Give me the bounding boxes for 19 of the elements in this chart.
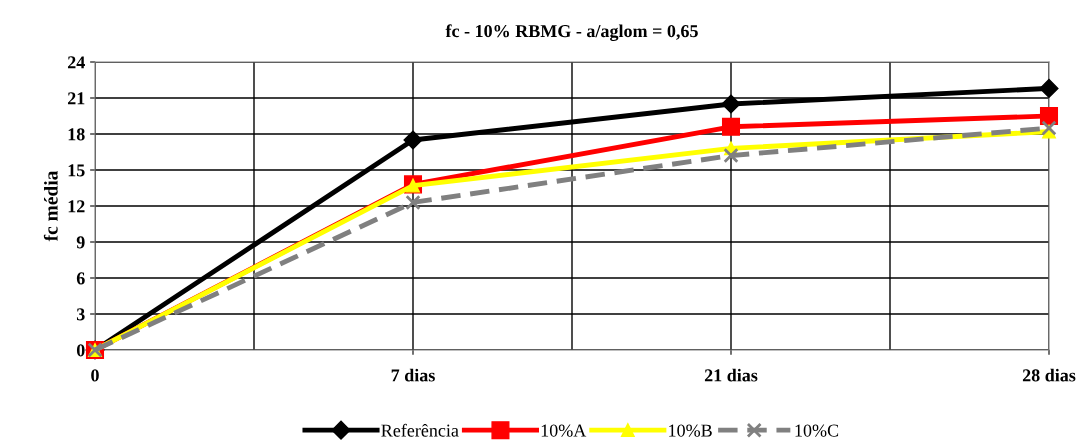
y-tick-label: 24: [67, 56, 85, 69]
y-tick-label: 3: [76, 308, 85, 321]
x-tick-label: 28 dias: [1022, 368, 1076, 382]
y-tick-label: 12: [68, 200, 85, 213]
y-tick-label: 0: [76, 344, 85, 357]
legend-label: 10%C: [795, 424, 839, 437]
y-tick-label: 6: [76, 272, 85, 285]
y-tick-label: 15: [68, 164, 85, 177]
y-tick-label: 18: [68, 128, 85, 141]
legend-label: 10%B: [669, 424, 712, 437]
y-tick-label: 9: [76, 236, 85, 249]
x-tick-label: 7 dias: [391, 368, 435, 382]
chart-title: fc - 10% RBMG - a/aglom = 0,65: [445, 24, 698, 41]
x-tick-label: 21 dias: [704, 368, 758, 382]
legend-label: 10%A: [541, 424, 587, 437]
y-axis-title: fc média: [43, 170, 58, 242]
legend-label: Referência: [381, 423, 459, 437]
y-tick-label: 21: [67, 92, 85, 105]
x-tick-label: 0: [91, 369, 99, 382]
